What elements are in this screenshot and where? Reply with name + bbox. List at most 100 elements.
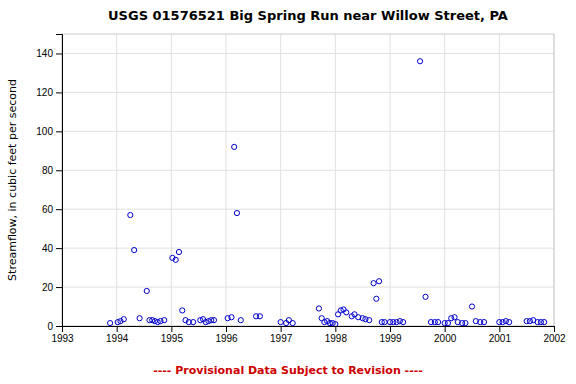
plot: 1993199419951996199719981999200020012002… [36, 34, 566, 344]
tick-mark [56, 287, 62, 288]
tick: 1993 [51, 326, 74, 344]
point [401, 320, 406, 325]
point [121, 317, 126, 322]
tick-label: 0 [47, 321, 53, 332]
tick: 120 [36, 87, 62, 98]
axis-line [56, 35, 63, 327]
grid-line [62, 92, 554, 93]
tick-label: 40 [42, 243, 54, 254]
tick: 1999 [379, 326, 402, 344]
grid-line [335, 34, 336, 326]
point [507, 320, 512, 325]
tick-label: 1998 [325, 333, 348, 344]
grid [62, 34, 554, 326]
point [527, 319, 532, 324]
tick-label: 1996 [215, 333, 238, 344]
point [463, 320, 468, 325]
tick-label: 120 [36, 87, 53, 98]
point [191, 320, 196, 325]
tick: 2000 [434, 326, 457, 344]
tick-mark [56, 92, 62, 93]
tick: 2002 [543, 326, 566, 344]
tick-label: 100 [36, 126, 53, 137]
point [137, 316, 142, 321]
tick-mark [56, 248, 62, 249]
point [503, 319, 508, 324]
point [500, 320, 505, 325]
title: USGS 01576521 Big Spring Run near Willow… [108, 8, 508, 23]
tick-mark [56, 131, 62, 132]
point [211, 318, 216, 323]
tick-label: 60 [42, 204, 54, 215]
tick-label: 1993 [51, 333, 74, 344]
tick: 40 [42, 243, 62, 254]
point [417, 59, 422, 64]
point [367, 318, 372, 323]
point [397, 319, 402, 324]
point [128, 212, 133, 217]
grid-line [390, 34, 391, 326]
point [344, 310, 349, 315]
point [382, 320, 387, 325]
point [162, 318, 167, 323]
tick-mark [56, 170, 62, 171]
tick-mark [499, 326, 500, 332]
tick-label: 1999 [379, 333, 402, 344]
grid-line [171, 34, 172, 326]
tick: 1995 [161, 326, 184, 344]
grid-line [280, 34, 281, 326]
point [316, 306, 321, 311]
grid-line [62, 131, 554, 132]
point [144, 288, 149, 293]
point [481, 320, 486, 325]
tick-label: 1997 [270, 333, 293, 344]
point [436, 320, 441, 325]
point [423, 294, 428, 299]
point [229, 315, 234, 320]
point [394, 320, 399, 325]
points [108, 59, 547, 326]
point [452, 315, 457, 320]
point [108, 320, 113, 325]
point [449, 316, 454, 321]
point [542, 320, 547, 325]
tick-label: 80 [42, 165, 54, 176]
grid-line [226, 34, 227, 326]
tick: 140 [36, 48, 62, 59]
tick-mark [56, 53, 62, 54]
tick-label: 2000 [434, 333, 457, 344]
point [371, 281, 376, 286]
tick: 80 [42, 165, 62, 176]
point [232, 144, 237, 149]
tick-mark [335, 326, 336, 332]
x-axis: 1993199419951996199719981999200020012002 [51, 326, 566, 344]
point [234, 210, 239, 215]
point [173, 257, 178, 262]
tick-mark [56, 326, 62, 327]
tick: 1998 [325, 326, 348, 344]
plot-frame [62, 34, 554, 326]
y-axis-label: Streamflow, in cubic feet per second [6, 79, 19, 281]
tick-mark [554, 326, 555, 332]
tick-label: 2001 [489, 333, 512, 344]
tick-mark [445, 326, 446, 332]
axis-line [63, 327, 555, 333]
point [376, 279, 381, 284]
grid-line [444, 34, 445, 326]
point [445, 320, 450, 325]
point [132, 247, 137, 252]
grid-line [62, 53, 554, 54]
point [238, 318, 243, 323]
tick-mark [56, 209, 62, 210]
y-axis: 0 20 40 60 80 100 120 140 [36, 35, 62, 332]
point [180, 308, 185, 313]
tick-mark [390, 326, 391, 332]
tick-mark [171, 326, 172, 332]
point [257, 314, 262, 319]
tick-mark [117, 326, 118, 332]
tick: 20 [42, 282, 62, 293]
grid-line [62, 170, 554, 171]
grid-line [62, 287, 554, 288]
tick: 2001 [489, 326, 512, 344]
tick: 100 [36, 126, 62, 137]
